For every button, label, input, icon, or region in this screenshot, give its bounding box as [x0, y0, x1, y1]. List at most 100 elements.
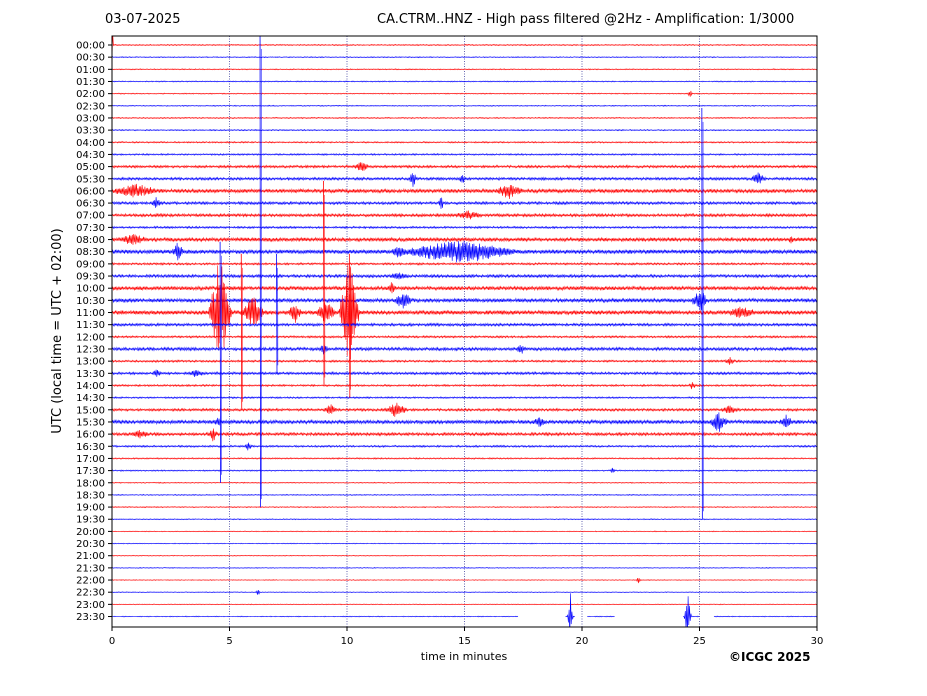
- y-tick-label: 22:30: [76, 588, 105, 599]
- y-tick-label: 08:30: [76, 247, 105, 258]
- trace-row-2230: [112, 590, 817, 595]
- y-tick-label: 10:00: [76, 284, 105, 295]
- trace-row-0530: [112, 172, 817, 187]
- trace-row-2030: [112, 542, 817, 545]
- x-tick-label: 0: [109, 636, 115, 647]
- date-label: 03-07-2025: [105, 12, 181, 27]
- trace-row-0930: [112, 272, 817, 280]
- vertical-grid: [229, 36, 700, 627]
- y-tick-label: 05:30: [76, 174, 105, 185]
- y-tick-label: 16:00: [76, 430, 105, 441]
- y-tick-label: 16:30: [76, 442, 105, 453]
- trace-row-2100: [112, 554, 817, 557]
- y-tick-label: 22:00: [76, 576, 105, 587]
- trace-row-0630: [112, 197, 817, 209]
- y-tick-label: 12:30: [76, 345, 105, 356]
- y-tick-label: 00:30: [76, 53, 105, 64]
- y-tick-label: 19:30: [76, 515, 105, 526]
- trace-row-0100: [112, 68, 817, 71]
- trace-row-2000: [112, 530, 817, 533]
- y-tick-label: 04:00: [76, 138, 105, 149]
- trace-row-1730: [112, 467, 817, 473]
- trace-row-1430: [112, 396, 817, 400]
- trace-row-0700: [112, 210, 817, 220]
- y-tick-label: 23:30: [76, 612, 105, 623]
- y-tick-label: 02:00: [76, 89, 105, 100]
- trace-row-0130: [112, 80, 817, 83]
- y-axis-label: UTC (local time = UTC + 02:00): [50, 228, 65, 433]
- y-tick-label: 05:00: [76, 162, 105, 173]
- trace-row-1530: [112, 412, 817, 432]
- y-tick-label: 13:30: [76, 369, 105, 380]
- y-tick-label: 20:00: [76, 527, 105, 538]
- trace-row-0730: [112, 225, 817, 230]
- y-tick-label: 19:00: [76, 503, 105, 514]
- x-axis-ticks: 0 5 10 15 20 25 30: [109, 627, 824, 647]
- trace-row-2200: [112, 578, 817, 584]
- y-tick-label: 23:00: [76, 600, 105, 611]
- copyright-credit: ©ICGC 2025: [729, 650, 811, 664]
- trace-row-0830: [112, 240, 817, 263]
- trace-row-1800: [112, 481, 817, 484]
- trace-row-2300: [112, 603, 817, 606]
- y-tick-label: 03:00: [76, 113, 105, 124]
- y-tick-label: 08:00: [76, 235, 105, 246]
- y-tick-label: 01:30: [76, 77, 105, 88]
- y-tick-label: 17:00: [76, 454, 105, 465]
- spike-3: [323, 180, 325, 386]
- trace-row-2330-seg0: [112, 615, 519, 618]
- x-tick-label: 30: [811, 636, 824, 647]
- y-tick-label: 00:00: [76, 41, 105, 52]
- trace-row-1200: [112, 334, 817, 339]
- x-tick-label: 20: [576, 636, 589, 647]
- y-tick-label: 15:30: [76, 417, 105, 428]
- trace-row-2330-seg4: [713, 615, 817, 618]
- y-tick-label: 13:00: [76, 357, 105, 368]
- y-tick-label: 09:00: [76, 259, 105, 270]
- trace-row-0400: [112, 140, 817, 144]
- x-tick-label: 10: [341, 636, 354, 647]
- spike-5: [276, 253, 278, 374]
- trace-row-1930: [112, 518, 817, 521]
- y-tick-label: 21:30: [76, 563, 105, 574]
- trace-row-0430: [112, 152, 817, 156]
- spike-2: [219, 241, 222, 483]
- trace-row-1600: [112, 428, 817, 442]
- trace-row-1100: [112, 265, 817, 360]
- y-tick-label: 14:30: [76, 393, 105, 404]
- trace-row-0800: [112, 234, 817, 245]
- x-tick-label: 5: [226, 636, 232, 647]
- trace-row-1300: [112, 356, 817, 365]
- trace-row-2330-seg1: [565, 593, 575, 627]
- trace-row-0600: [112, 183, 817, 200]
- y-tick-label: 21:00: [76, 551, 105, 562]
- seismic-traces: [112, 36, 817, 627]
- y-tick-label: 11:30: [76, 320, 105, 331]
- trace-row-1030: [112, 293, 817, 311]
- spike-4: [348, 253, 351, 398]
- trace-row-0900: [112, 262, 817, 266]
- trace-row-0230: [112, 104, 817, 107]
- trace-row-2130: [112, 567, 817, 569]
- trace-row-0300: [112, 116, 817, 120]
- trace-row-1400: [112, 382, 817, 390]
- trace-row-1830: [112, 493, 817, 496]
- x-tick-label: 25: [693, 636, 706, 647]
- y-tick-label: 01:00: [76, 65, 105, 76]
- trace-row-0330: [112, 128, 817, 132]
- y-tick-label: 17:30: [76, 466, 105, 477]
- trace-row-1900: [112, 506, 817, 509]
- y-tick-label: 03:30: [76, 126, 105, 137]
- trace-row-1230: [112, 344, 817, 355]
- x-axis-label: time in minutes: [421, 650, 508, 663]
- y-tick-label: 04:30: [76, 150, 105, 161]
- trace-row-2330-seg3: [683, 596, 700, 627]
- trace-row-0030: [112, 56, 817, 59]
- y-tick-label: 07:00: [76, 211, 105, 222]
- trace-row-1130: [112, 322, 817, 328]
- trace-row-1330: [112, 369, 817, 378]
- y-tick-label: 12:00: [76, 332, 105, 343]
- trace-row-1700: [112, 457, 817, 460]
- y-tick-label: 11:00: [76, 308, 105, 319]
